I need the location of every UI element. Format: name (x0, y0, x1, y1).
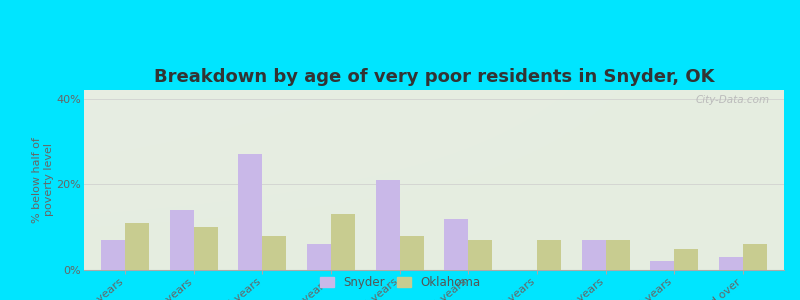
Bar (582, 240, 606, 270)
Bar (238, 154, 262, 270)
Y-axis label: % below half of
poverty level: % below half of poverty level (32, 137, 54, 223)
Bar (101, 240, 125, 270)
Bar (125, 223, 149, 270)
Bar (537, 240, 561, 270)
Bar (331, 214, 355, 270)
Bar (743, 244, 767, 270)
Bar (468, 240, 492, 270)
Bar (719, 257, 743, 270)
Bar (194, 227, 218, 270)
Bar (307, 244, 331, 270)
Bar (606, 240, 630, 270)
Bar (262, 236, 286, 270)
Bar (444, 219, 468, 270)
Bar (674, 249, 698, 270)
Bar (376, 180, 400, 270)
Bar (400, 236, 424, 270)
Bar (650, 261, 674, 270)
Text: City-Data.com: City-Data.com (696, 95, 770, 105)
Legend: Snyder, Oklahoma: Snyder, Oklahoma (315, 272, 485, 294)
Title: Breakdown by age of very poor residents in Snyder, OK: Breakdown by age of very poor residents … (154, 68, 714, 86)
Bar (170, 210, 194, 270)
